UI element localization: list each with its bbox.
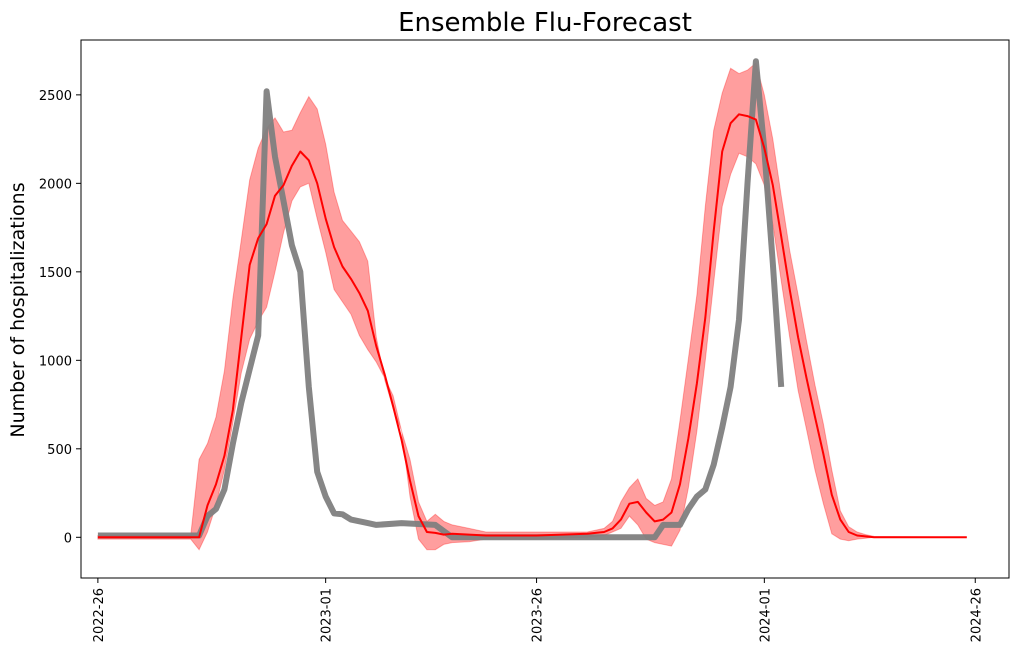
y-axis-label: Number of hospitalizations: [7, 182, 29, 437]
y-tick-label: 1500: [39, 266, 72, 281]
plot-frame: [80, 39, 1010, 579]
x-tick-label: 2023-26: [531, 588, 546, 642]
observed-line: [97, 58, 785, 541]
x-tick-label: 2024-01: [758, 588, 773, 642]
y-tick-label: 500: [47, 443, 72, 458]
y-tick-label: 0: [64, 531, 72, 546]
forecast-line: [97, 113, 967, 539]
y-tick-label: 2500: [39, 89, 72, 104]
y-tick-label: 1000: [39, 354, 72, 369]
plot-area: [97, 58, 967, 551]
chart-title: Ensemble Flu-Forecast: [398, 8, 692, 38]
x-axis: 2022-26 2023-01 2023-26 2024-01 2024-26: [92, 578, 984, 642]
x-tick-label: 2022-26: [92, 588, 107, 642]
y-tick-label: 2000: [39, 177, 72, 192]
x-tick-label: 2023-01: [320, 588, 335, 642]
x-tick-label: 2024-26: [969, 588, 984, 642]
y-axis: 0 500 1000 1500 2000 2500: [39, 89, 81, 546]
